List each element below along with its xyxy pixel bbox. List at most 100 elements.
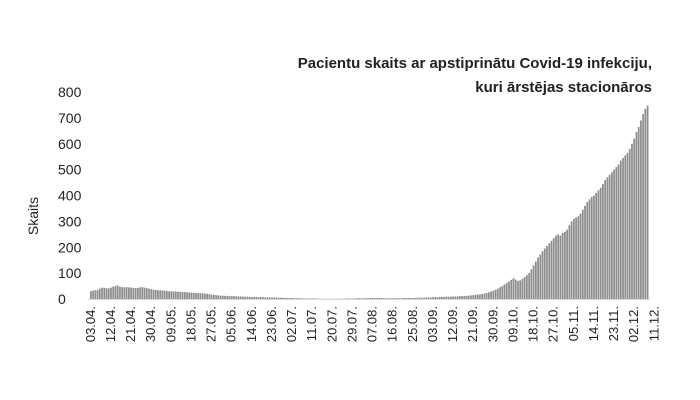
x-tick-label: 09.10.: [506, 306, 521, 342]
bar: [347, 298, 349, 300]
bar: [441, 296, 443, 299]
bar: [586, 201, 589, 299]
bar: [125, 287, 128, 299]
bar: [300, 298, 302, 299]
bar: [311, 298, 314, 300]
bar: [467, 295, 470, 299]
x-tick-label: 11.12.: [646, 306, 661, 341]
bar: [291, 297, 293, 299]
x-tick-label: 03.04.: [83, 306, 98, 342]
bar: [230, 296, 233, 299]
bar: [190, 292, 193, 299]
bar: [414, 297, 416, 299]
bar: [161, 290, 164, 299]
bar: [546, 245, 548, 299]
bar: [427, 297, 430, 299]
bar: [371, 297, 374, 299]
bar: [434, 297, 437, 299]
y-tick-label: 200: [58, 239, 82, 255]
bar: [528, 273, 530, 300]
bar: [177, 291, 179, 299]
bar: [566, 229, 569, 299]
bar: [615, 167, 618, 299]
bar: [389, 298, 392, 299]
bar: [154, 289, 157, 299]
bar: [358, 298, 361, 299]
bar: [394, 298, 396, 299]
x-tick-label: 27.10.: [546, 306, 561, 342]
bar: [253, 296, 255, 299]
bar: [210, 294, 213, 299]
bar: [150, 289, 153, 299]
bar: [445, 296, 448, 299]
x-tick-label: 18.10.: [526, 306, 541, 342]
bar: [447, 296, 450, 299]
y-tick-label: 400: [58, 188, 82, 204]
bar: [130, 287, 132, 299]
bar: [197, 293, 200, 299]
bar: [456, 296, 459, 299]
x-tick-label: 30.04.: [143, 306, 158, 342]
bar: [400, 298, 403, 299]
x-tick-label: 21.04.: [123, 306, 138, 342]
bar: [181, 292, 184, 299]
bar: [646, 105, 649, 299]
x-tick-label: 25.08.: [405, 306, 420, 342]
bars: [90, 105, 649, 300]
bar: [606, 177, 609, 299]
x-tick-label: 18.05.: [184, 306, 199, 342]
bar: [221, 295, 224, 299]
bar: [163, 290, 166, 299]
x-tick-label: 12.04.: [103, 306, 118, 342]
bar: [114, 286, 117, 299]
bar: [575, 217, 577, 299]
bar: [351, 298, 354, 300]
x-tick-label: 07.08.: [365, 306, 380, 342]
bar: [517, 280, 519, 299]
bar: [628, 148, 631, 299]
bar: [458, 296, 461, 299]
bar: [248, 296, 251, 299]
bar: [201, 293, 204, 299]
y-tick-label: 100: [58, 265, 82, 281]
bar: [302, 298, 305, 300]
bar: [186, 292, 188, 299]
bar: [474, 294, 477, 299]
bar: [557, 234, 560, 299]
bar: [476, 294, 479, 299]
bar: [436, 297, 439, 299]
bar: [555, 235, 557, 299]
bar: [523, 277, 526, 299]
bar: [148, 288, 150, 299]
bar: [635, 132, 638, 299]
bar: [266, 297, 269, 299]
bar: [420, 297, 423, 299]
bar: [280, 297, 282, 299]
bar: [257, 297, 260, 299]
bar: [472, 295, 475, 299]
bar: [304, 298, 307, 300]
x-tick-label: 09.05.: [163, 306, 178, 342]
bar: [219, 295, 222, 299]
bar: [461, 296, 463, 299]
x-tick-label: 30.09.: [485, 306, 500, 342]
bar: [403, 297, 405, 299]
x-tick-label: 16.08.: [385, 306, 400, 342]
bar: [237, 296, 240, 299]
bar: [116, 285, 119, 299]
bar: [423, 297, 425, 299]
bar: [398, 298, 401, 299]
bar: [610, 172, 613, 299]
bar: [443, 296, 446, 299]
bar: [494, 289, 497, 299]
bar: [642, 113, 645, 300]
bar: [548, 243, 551, 299]
bar: [483, 293, 486, 299]
bar: [496, 288, 499, 299]
bar: [204, 293, 206, 299]
bar: [378, 297, 381, 299]
bar: [139, 287, 141, 299]
bar: [217, 295, 220, 299]
bar: [526, 275, 528, 299]
bar: [593, 195, 595, 299]
